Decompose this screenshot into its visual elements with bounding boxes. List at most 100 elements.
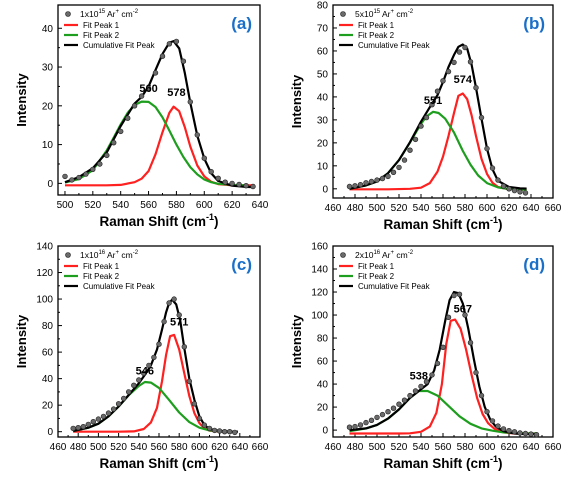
data-point	[159, 53, 166, 59]
data-point	[186, 378, 193, 384]
data-point	[221, 429, 228, 435]
x-tick-label: 560	[151, 442, 168, 453]
data-point	[156, 341, 162, 347]
data-point	[352, 183, 358, 189]
x-axis-title: Raman Shift (cm-1)	[383, 454, 502, 471]
data-point	[473, 369, 479, 376]
data-point	[117, 128, 124, 135]
peak-label: 560	[139, 83, 157, 95]
data-point	[445, 314, 452, 320]
data-point	[473, 84, 479, 91]
data-point	[176, 312, 182, 318]
x-tick-label: 580	[457, 442, 474, 453]
x-tick-label: 480	[347, 442, 364, 453]
x-axis-title-text: Raman Shift (cm	[99, 456, 206, 471]
legend-dose-base: 1x10	[80, 250, 99, 260]
x-tick-label: 460	[50, 442, 67, 453]
peak-label: 578	[167, 87, 185, 99]
legend-item-label: Cumulative Fit Peak	[83, 41, 156, 50]
legend-dose-ion: Ar	[105, 9, 116, 19]
y-tick-label: 60	[317, 46, 329, 57]
data-point	[145, 85, 152, 92]
data-point	[368, 417, 375, 423]
legend-item-label: Fit Peak 2	[358, 272, 395, 281]
x-axis-title: Raman Shift (cm-1)	[383, 215, 502, 232]
panel-label: (d)	[523, 255, 545, 274]
data-point	[166, 300, 172, 306]
data-point	[440, 78, 446, 84]
x-axis-title-tail: )	[214, 456, 219, 471]
x-tick-label: 520	[84, 200, 101, 211]
data-point	[208, 169, 214, 175]
data-point	[517, 189, 523, 195]
y-tick-label: 120	[311, 288, 328, 299]
peak-label: 551	[424, 95, 442, 107]
x-tick-label: 580	[171, 442, 188, 453]
legend-data-marker	[340, 11, 346, 17]
y-tick-label: 50	[317, 69, 329, 80]
x-tick-label: 500	[369, 442, 386, 453]
x-tick-label: 620	[501, 442, 518, 453]
x-tick-label: 600	[196, 200, 213, 211]
data-point	[70, 425, 76, 432]
data-point	[478, 392, 485, 399]
legend-dose-label: 1x1015 Ar+ cm-2	[80, 9, 139, 19]
y-tick-label: 60	[317, 357, 329, 368]
data-point	[517, 430, 523, 436]
data-point	[522, 430, 529, 437]
data-point	[456, 49, 463, 55]
y-tick-label: 20	[317, 138, 329, 149]
data-point	[462, 312, 468, 318]
legend-dose-unit: cm	[119, 9, 133, 19]
legend-dose-ion-charge: +	[116, 9, 120, 15]
legend-item-label: Fit Peak 2	[358, 31, 395, 40]
legend-dose-ion: Ar	[380, 9, 391, 19]
data-point	[506, 186, 512, 192]
data-point	[412, 388, 419, 394]
y-axis-title: Intensity	[289, 314, 304, 368]
data-point	[401, 397, 408, 403]
legend-dose-exponent: 15	[98, 9, 105, 15]
x-tick-label: 560	[435, 203, 452, 214]
x-tick-label: 520	[391, 203, 408, 214]
data-point	[206, 425, 213, 432]
x-tick-label: 660	[252, 442, 269, 453]
data-point	[124, 115, 131, 121]
data-point	[216, 428, 223, 434]
data-point	[363, 419, 369, 426]
x-axis-title-superscript: -1	[490, 454, 498, 464]
data-point	[95, 416, 102, 422]
legend-dose-ion: Ar	[105, 250, 116, 260]
data-point	[194, 132, 201, 138]
data-point	[83, 171, 89, 177]
y-tick-label: 30	[42, 63, 54, 74]
legend-item-label: Fit Peak 1	[358, 21, 395, 30]
data-point	[196, 415, 203, 422]
data-point	[110, 406, 117, 412]
x-axis-title-tail: )	[498, 456, 503, 471]
x-tick-label: 640	[523, 203, 540, 214]
plot-frame	[57, 4, 261, 196]
legend-dose-base: 1x10	[80, 9, 99, 19]
legend-dose-unit-exponent: -2	[133, 250, 139, 256]
legend-dose-unit-exponent: -2	[408, 9, 414, 15]
data-point	[489, 165, 496, 171]
legend-dose-ion-charge: +	[116, 250, 120, 256]
y-tick-label: 80	[42, 321, 54, 332]
data-point	[357, 422, 364, 428]
data-point	[374, 177, 380, 183]
legend-item-label: Cumulative Fit Peak	[358, 41, 431, 50]
legend-data-marker	[340, 252, 346, 258]
data-point	[69, 177, 75, 183]
y-tick-label: 30	[317, 115, 329, 126]
peak-label: 567	[454, 304, 472, 316]
legend-item-label: Cumulative Fit Peak	[358, 282, 431, 291]
data-point	[511, 429, 518, 435]
data-point	[201, 422, 208, 428]
x-tick-label: 560	[435, 442, 452, 453]
data-point	[62, 173, 68, 180]
x-tick-label: 480	[70, 442, 87, 453]
data-point	[467, 59, 474, 65]
